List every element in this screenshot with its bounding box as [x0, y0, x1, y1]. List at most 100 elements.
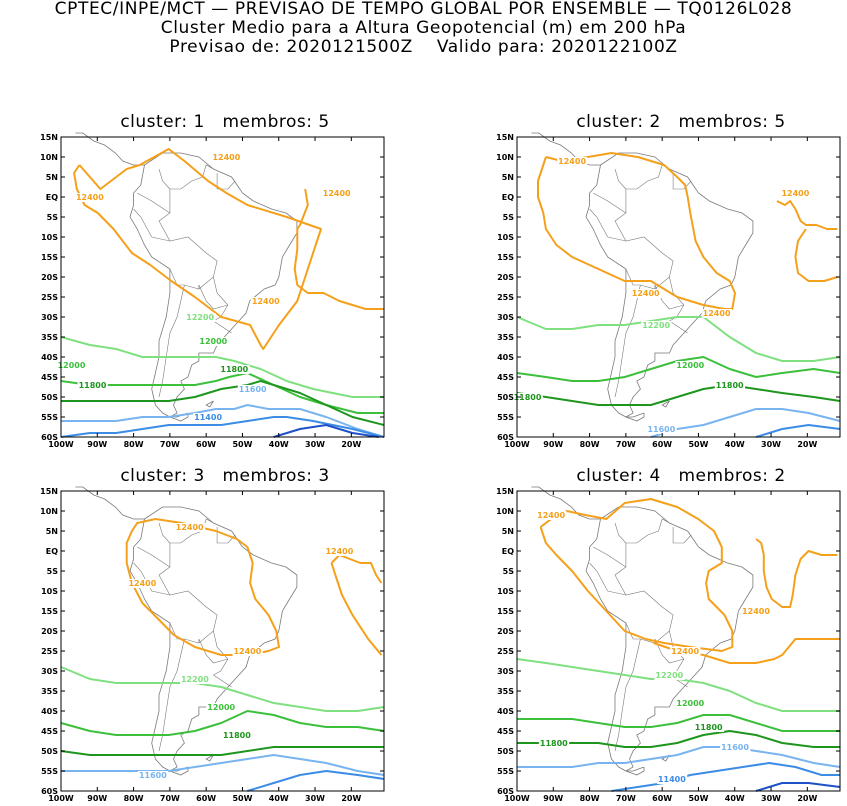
falklands-coast	[661, 400, 670, 408]
lat-tick-label: 15S	[41, 607, 58, 616]
lat-tick-label: EQ	[46, 193, 58, 202]
contour-11600	[517, 746, 841, 768]
header-line-2: Cluster Medio para a Altura Geopotencial…	[160, 18, 687, 38]
lon-tick-label: 100W	[504, 794, 530, 803]
lat-tick-label: 10S	[497, 587, 514, 596]
contour-12200	[516, 316, 841, 362]
contour-label: 11800	[79, 381, 107, 390]
lat-tick-label: 55S	[497, 767, 514, 776]
lat-tick-label: 15S	[497, 253, 514, 262]
lat-tick-label: EQ	[46, 547, 58, 556]
lon-tick-label: 80W	[124, 794, 144, 803]
contour-label: 11800	[695, 723, 723, 732]
lat-tick-label: 25S	[41, 293, 58, 302]
lat-tick-label: 40S	[497, 707, 514, 716]
central-america-coast	[531, 132, 601, 166]
lon-tick-label: 40W	[269, 794, 289, 803]
contour-label: 12000	[207, 703, 235, 712]
lon-tick-label: 60W	[652, 794, 672, 803]
lat-tick-label: 30S	[41, 313, 58, 322]
map-panel-cluster-1: cluster: 1 membros: 5 12400 12400 12400 124…	[2, 112, 386, 449]
lat-tick-label: 20S	[497, 273, 514, 282]
contour-label: 11800	[716, 381, 744, 390]
country-border	[198, 284, 228, 310]
contour-label: 11400	[658, 775, 686, 784]
lon-tick-label: 90W	[87, 440, 107, 449]
lat-tick-label: 35S	[497, 687, 514, 696]
lat-tick-label: EQ	[502, 547, 514, 556]
header-line-3: Previsao de: 2020121500Z Valido para: 20…	[169, 37, 678, 57]
lat-tick-label: 50S	[497, 393, 514, 402]
lon-tick-label: 70W	[160, 440, 180, 449]
contour-label: 11800	[540, 739, 568, 748]
country-border	[198, 638, 228, 664]
country-border	[614, 164, 674, 290]
contour-label: 12000	[676, 699, 704, 708]
contour-12400	[125, 518, 280, 656]
contour-label: 12400	[325, 547, 353, 556]
map-svg: 12400 12400 12400 12400 12200 12000 11800 11600…	[40, 486, 385, 803]
lon-tick-label: 50W	[688, 794, 708, 803]
header-line-1: CPTEC/INPE/MCT — PREVISAO DE TEMPO GLOBA…	[54, 0, 793, 19]
lon-tick-label: 100W	[504, 440, 530, 449]
lat-tick-label: 10N	[40, 153, 58, 162]
lon-tick-label: 30W	[761, 794, 781, 803]
lon-tick-label: 40W	[725, 440, 745, 449]
lon-tick-label: 70W	[616, 440, 636, 449]
country-border	[158, 164, 218, 290]
lat-tick-label: 30S	[497, 667, 514, 676]
lon-tick-label: 30W	[305, 794, 325, 803]
country-border	[158, 518, 218, 644]
country-border	[593, 192, 627, 214]
panel-title: cluster: 4 membros: 2	[576, 466, 786, 486]
contour-label: 12400	[212, 153, 240, 162]
lon-tick-label: 20W	[797, 794, 817, 803]
lat-tick-label: 60S	[41, 787, 58, 796]
figure-header: CPTEC/INPE/MCT — PREVISAO DE TEMPO GLOBA…	[0, 0, 847, 57]
panel-title: cluster: 3 membros: 3	[120, 466, 330, 486]
lat-tick-label: 5S	[503, 213, 515, 222]
contour-label: 12200	[181, 675, 209, 684]
contour-11800	[61, 380, 385, 426]
central-america-coast	[531, 486, 601, 520]
lat-tick-label: 45S	[41, 727, 58, 736]
lat-tick-label: 5N	[46, 173, 58, 182]
falklands-coast	[205, 400, 214, 408]
map-frame: 12400 12400 12400 12400 12200 12000 12000 11800…	[56, 132, 385, 438]
south-america-coast	[129, 506, 298, 772]
falklands-coast	[205, 754, 214, 762]
lat-tick-label: 10S	[41, 587, 58, 596]
country-border	[668, 276, 688, 334]
country-border	[158, 284, 185, 398]
lat-tick-label: 15N	[496, 133, 514, 142]
contour-label: 12400	[323, 189, 351, 198]
lon-tick-label: 40W	[725, 794, 745, 803]
contour-label: 12200	[655, 671, 683, 680]
contour-label: 12400	[558, 157, 586, 166]
map-panel-cluster-2: cluster: 2 membros: 5 12400 12400 12400 124…	[458, 112, 842, 449]
contour-11600	[61, 754, 385, 776]
lat-tick-label: 35S	[41, 333, 58, 342]
lat-tick-label: 55S	[497, 413, 514, 422]
country-border	[589, 562, 626, 596]
country-border	[614, 284, 641, 398]
lat-tick-label: 45S	[497, 373, 514, 382]
contour-label: 12400	[128, 579, 156, 588]
country-border	[158, 522, 171, 544]
lat-tick-label: 35S	[41, 687, 58, 696]
contour-label: 12400	[252, 297, 280, 306]
contour-label: 12400	[671, 647, 699, 656]
contour-12400	[330, 554, 383, 584]
coastlines	[75, 132, 298, 422]
contour-label: 11800	[220, 365, 248, 374]
map-frame: 12400 12400 12400 12200 12000 11800 11800 11600…	[516, 486, 841, 792]
contour-11400	[755, 424, 841, 438]
lon-tick-label: 60W	[652, 440, 672, 449]
country-border	[216, 173, 236, 190]
contour-label: 11400	[194, 413, 222, 422]
contour-11200	[755, 782, 841, 792]
lat-tick-label: 10N	[496, 507, 514, 516]
lon-tick-label: 90W	[543, 440, 563, 449]
country-border	[158, 168, 171, 190]
lat-tick-label: 10N	[40, 507, 58, 516]
